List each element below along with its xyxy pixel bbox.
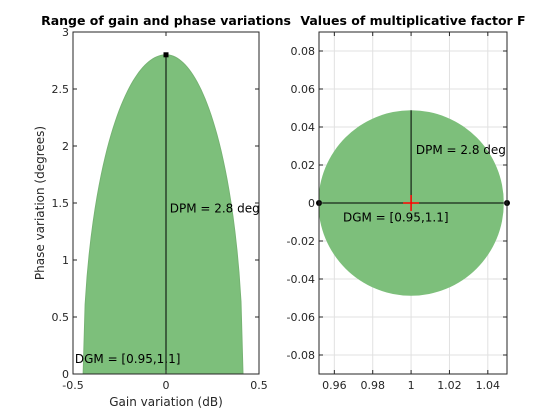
y-tick-label: -0.02 bbox=[287, 235, 315, 248]
y-tick-label: 0 bbox=[62, 368, 69, 381]
dgm-annotation: DGM = [0.95,1.1] bbox=[75, 352, 181, 366]
y-tick-label: -0.06 bbox=[287, 311, 315, 324]
right-chart-title: Values of multiplicative factor F bbox=[300, 13, 525, 28]
x-tick-label: 1.02 bbox=[437, 379, 462, 392]
dpm-annotation-right: DPM = 2.8 deg bbox=[416, 143, 506, 157]
dgm-annotation-right: DGM = [0.95,1.1] bbox=[343, 210, 449, 224]
x-tick-label: 0.96 bbox=[322, 379, 347, 392]
gain-phase-chart: -0.5 0 0.500.511.522.53 DPM = 2.8 deg DGM … bbox=[33, 13, 291, 409]
y-tick-label: 0.5 bbox=[52, 311, 70, 324]
factor-f-chart: 0.96 0.98 1 1.02 1.04 -0.08 -0.06 -0.04 -0.02 0 0.… bbox=[287, 13, 526, 392]
left-chart-title: Range of gain and phase variations bbox=[41, 13, 291, 28]
right-axes-box bbox=[318, 31, 508, 375]
y-tick-label: -0.04 bbox=[287, 273, 315, 286]
x-tick-label: 1.04 bbox=[476, 379, 501, 392]
y-tick-label: 3 bbox=[62, 26, 69, 39]
y-tick-label: 1.5 bbox=[52, 197, 70, 210]
y-axis-label: Phase variation (degrees) bbox=[33, 126, 47, 280]
x-tick-label: 1 bbox=[408, 379, 415, 392]
dpm-annotation: DPM = 2.8 deg bbox=[170, 202, 260, 216]
y-tick-label: 1 bbox=[62, 254, 69, 267]
left-axes-box bbox=[72, 31, 260, 375]
x-tick-label: 0.98 bbox=[360, 379, 385, 392]
y-tick-label: 0.08 bbox=[291, 45, 316, 58]
dpm-marker bbox=[163, 52, 169, 58]
center-plus-marker bbox=[403, 195, 420, 211]
y-tick-label: 2 bbox=[62, 140, 69, 153]
left-ticks: -0.5 0 0.500.511.522.53 bbox=[52, 26, 268, 392]
y-tick-label: 0.02 bbox=[291, 159, 316, 172]
right-ticks: 0.96 0.98 1 1.02 1.04 -0.08 -0.06 -0.04 -0.02 0 0.… bbox=[287, 32, 507, 392]
y-tick-label: 2.5 bbox=[52, 83, 70, 96]
x-axis-label: Gain variation (dB) bbox=[109, 395, 223, 409]
y-tick-label: 0.04 bbox=[291, 121, 316, 134]
y-tick-label: 0 bbox=[308, 197, 315, 210]
x-tick-label: -0.5 bbox=[62, 379, 83, 392]
y-tick-label: 0.06 bbox=[291, 83, 316, 96]
x-tick-label: 0 bbox=[163, 379, 170, 392]
y-tick-label: -0.08 bbox=[287, 349, 315, 362]
x-tick-label: 0.5 bbox=[250, 379, 268, 392]
